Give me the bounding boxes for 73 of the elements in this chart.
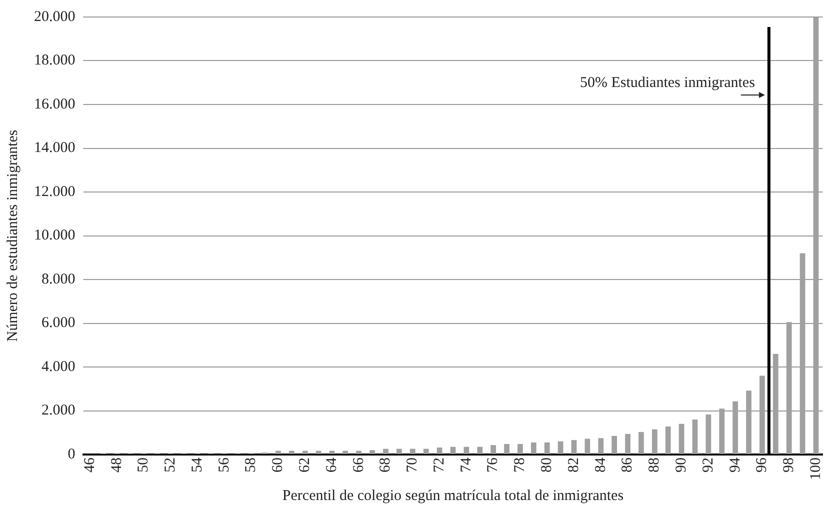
y-tick-label: 20.000 — [34, 8, 76, 25]
bar — [692, 420, 698, 454]
bar — [490, 445, 496, 454]
y-tick-label: 14.000 — [34, 140, 76, 156]
x-tick-label: 78 — [512, 458, 528, 472]
bar — [678, 424, 684, 454]
x-tick-label: 86 — [620, 457, 636, 472]
bar — [530, 442, 536, 454]
x-tick-label: 54 — [189, 457, 206, 472]
y-tick-label: 18.000 — [34, 52, 76, 69]
bar — [436, 448, 442, 454]
y-tick-label: 4.000 — [42, 358, 76, 375]
x-tick-label: 46 — [82, 457, 98, 472]
x-tick-label: 84 — [592, 457, 609, 472]
x-tick-label: 98 — [781, 458, 798, 472]
y-tick-label: 0 — [68, 446, 76, 462]
x-tick-label: 52 — [162, 458, 179, 472]
x-tick-label: 68 — [378, 458, 394, 472]
x-tick-label: 90 — [673, 458, 690, 472]
x-tick-label: 66 — [350, 457, 367, 472]
bar — [706, 414, 712, 454]
x-tick-label: 56 — [216, 457, 232, 472]
bar — [504, 444, 510, 454]
x-tick-label: 64 — [324, 457, 340, 472]
x-tick-label: 76 — [485, 457, 502, 472]
x-tick-label: 82 — [566, 458, 582, 472]
y-tick-label: 16.000 — [34, 96, 76, 112]
x-tick-label: 58 — [243, 458, 260, 472]
bar — [584, 438, 590, 454]
bar — [276, 450, 281, 454]
x-tick-label: 92 — [700, 458, 716, 472]
bar — [518, 444, 523, 454]
y-tick-label: 2.000 — [42, 402, 76, 419]
x-tick-label: 88 — [646, 458, 663, 472]
bar — [370, 450, 375, 454]
x-tick-label: 74 — [458, 457, 474, 472]
bar — [598, 438, 604, 454]
bar — [638, 432, 644, 454]
x-tick-label: 70 — [404, 458, 421, 472]
bar — [477, 446, 483, 454]
y-tick-label: 6.000 — [42, 315, 76, 332]
bar — [410, 448, 416, 454]
x-tick-label: 100 — [808, 458, 824, 480]
bar — [571, 440, 577, 454]
bar — [356, 450, 362, 454]
bar — [302, 450, 308, 454]
x-tick-label: 96 — [754, 457, 770, 472]
bar — [342, 450, 348, 454]
x-tick-label: 50 — [136, 458, 152, 472]
bar — [396, 448, 402, 454]
bar — [423, 448, 429, 454]
x-axis-title: Percentil de colegio según matrícula total de inmigrantes — [282, 488, 624, 504]
y-tick-label: 10.000 — [34, 228, 76, 244]
bar — [288, 450, 294, 454]
bar — [652, 429, 658, 454]
x-tick-label: 48 — [108, 458, 125, 472]
ref-line-label: 50% Estudiantes inmigrantes — [580, 75, 756, 91]
bar — [544, 442, 550, 454]
bar — [612, 436, 617, 454]
x-tick-label: 72 — [431, 458, 448, 472]
bar — [464, 446, 470, 454]
bar — [625, 434, 630, 454]
y-tick-label: 8.000 — [42, 271, 76, 288]
y-axis-title: Número de estudiantes inmigrantes — [4, 130, 21, 342]
x-tick-label: 60 — [270, 458, 286, 472]
bar — [450, 446, 456, 454]
bar — [383, 448, 388, 454]
x-tick-label: 94 — [727, 457, 744, 472]
bar — [665, 426, 671, 454]
x-tick-label: 80 — [539, 458, 556, 472]
bar — [558, 441, 564, 454]
y-tick-label: 12.000 — [34, 184, 76, 200]
x-tick-label: 62 — [297, 458, 314, 472]
